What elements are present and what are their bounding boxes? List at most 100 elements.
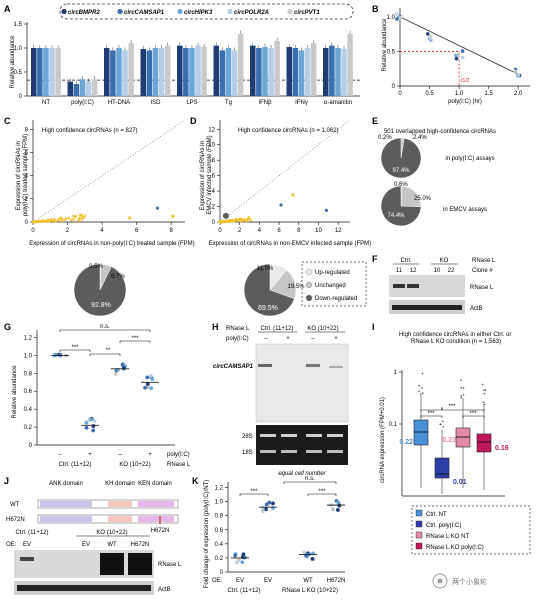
b-ytick-label-2: 1.0 — [387, 15, 396, 21]
k-point-0-5 — [242, 552, 246, 556]
d-point-89 — [219, 221, 222, 224]
panel-label-h: H — [212, 322, 219, 332]
b-point-0-4 — [399, 16, 403, 20]
c-point-69 — [48, 220, 51, 223]
j-band-h672n — [128, 553, 152, 575]
h-gene-label: circCAMSAP1 — [213, 364, 254, 370]
d-point-blue-2 — [325, 209, 328, 212]
g-ylabel: Relative abundance — [12, 365, 18, 419]
a-group-label-6: IFNβ — [258, 100, 272, 106]
d-legend-swatch-2 — [306, 295, 312, 301]
h-sign-3: – — [311, 336, 315, 342]
i-box-1 — [435, 458, 449, 478]
h-sign-4: + — [334, 336, 338, 342]
a-ytick-label-2: 1.0 — [14, 46, 23, 52]
g-group-ko: KO (10+22) — [119, 462, 150, 468]
panel-label-b: B — [372, 4, 379, 14]
d-ytick-label-4: 8 — [212, 158, 216, 164]
j-mut-ank — [40, 516, 92, 522]
a-bar-2-3 — [122, 50, 128, 96]
k-sig-bracket-ns — [284, 482, 336, 484]
h-northern-blot — [256, 344, 348, 422]
c-point-53 — [54, 219, 57, 222]
d-ytick-label-0: 0 — [212, 220, 216, 226]
i-median-3: 0.23 — [442, 437, 456, 444]
k-point-3-0 — [336, 508, 340, 512]
i-legend-swatch-3 — [416, 543, 422, 549]
i-outlier-3-0 — [482, 384, 484, 386]
a-bar-3-3 — [159, 48, 165, 96]
a-bar-2-1 — [110, 50, 116, 96]
d-point-42 — [249, 219, 252, 222]
d-point-83 — [225, 220, 228, 223]
legend-a-swatch-3 — [227, 9, 232, 14]
panel-label-d: D — [190, 116, 197, 126]
j-band-actb — [17, 585, 151, 591]
j-mut-ken — [138, 516, 174, 522]
d-point-cluster — [223, 213, 229, 219]
e-title: 501 overlapped high-confidence circRNAs — [384, 129, 496, 135]
b-point-2-3 — [461, 56, 465, 60]
a-bar-2-2 — [116, 48, 122, 96]
h-28s-band-4 — [327, 434, 343, 437]
k-group-ko: RNase L KO (10+22) — [282, 588, 338, 594]
i-outlier-3-3 — [483, 389, 485, 391]
g-sig-1: *** — [71, 345, 79, 351]
a-bar-0-0 — [31, 48, 37, 96]
g-sig-2: *** — [131, 336, 139, 342]
k-point-1-6 — [265, 503, 269, 507]
b-point-1-4 — [428, 35, 432, 39]
a-bar-1-1 — [74, 84, 80, 96]
g-points — [51, 353, 159, 433]
panel-g: Relative abundance 00.20.40.60.81.01.2 n… — [12, 324, 191, 468]
e-pie2-label-unchanged: 25.0% — [414, 196, 432, 202]
h-28s-band-1 — [260, 434, 276, 437]
i-outlier-1-2 — [442, 421, 444, 423]
d-xtick-label-6: 12 — [335, 228, 342, 234]
a-bar-7-1 — [293, 48, 299, 96]
d-point-76 — [237, 219, 240, 222]
i-ytick-label-1: 1 — [394, 370, 398, 376]
a-bar-6-4 — [274, 41, 280, 96]
i-outlier-0-2 — [421, 387, 423, 389]
a-ytick-label-1: 0.5 — [14, 70, 23, 76]
b-xtick-label-1: 0.5 — [425, 91, 434, 97]
d-xtick-label-4: 8 — [297, 228, 301, 234]
h-sign-1: – — [264, 336, 268, 342]
i-outlier-0-4 — [418, 390, 420, 392]
k-point-2-5 — [310, 557, 314, 561]
i-legend-swatch-0 — [416, 510, 422, 516]
a-bar-0-1 — [37, 48, 43, 96]
i-sig-left: *** — [427, 411, 435, 417]
j-mutation-label: H672N — [151, 528, 170, 534]
c-point-50 — [72, 215, 75, 218]
a-bar-1-2 — [80, 79, 86, 96]
i-outlier-0-0 — [418, 385, 420, 387]
j-lane-wt: WT — [107, 542, 117, 548]
c-point-68 — [34, 221, 37, 224]
g-point-3-1 — [145, 376, 149, 380]
panel-label-f: F — [372, 254, 378, 264]
b-half-life-label: t1/2 — [461, 78, 470, 84]
panel-c: Expression of circRNAs in poly(I:C) trea… — [16, 120, 195, 316]
j-group-ctrl: Ctrl. (11+12) — [15, 530, 48, 536]
a-bar-6-2 — [262, 47, 268, 96]
c-diagonal — [33, 120, 185, 222]
j-band-wt — [100, 553, 124, 575]
h-footer: equal cell number — [278, 471, 326, 477]
i-outlier-2-4 — [463, 394, 465, 396]
a-group-label-4: LPS — [186, 100, 197, 106]
i-outlier-0-1 — [420, 393, 422, 395]
h-18s-band-1 — [260, 450, 276, 453]
i-outlier-2-5 — [460, 397, 462, 399]
g-point-2-7 — [116, 368, 120, 372]
c-point-31 — [80, 213, 83, 216]
j-lane-ev1: EV — [23, 542, 31, 548]
k-oe-label: OE: — [212, 578, 223, 584]
g-ytick-label-2: 0.4 — [24, 407, 33, 413]
a-bar-0-4 — [55, 48, 61, 96]
